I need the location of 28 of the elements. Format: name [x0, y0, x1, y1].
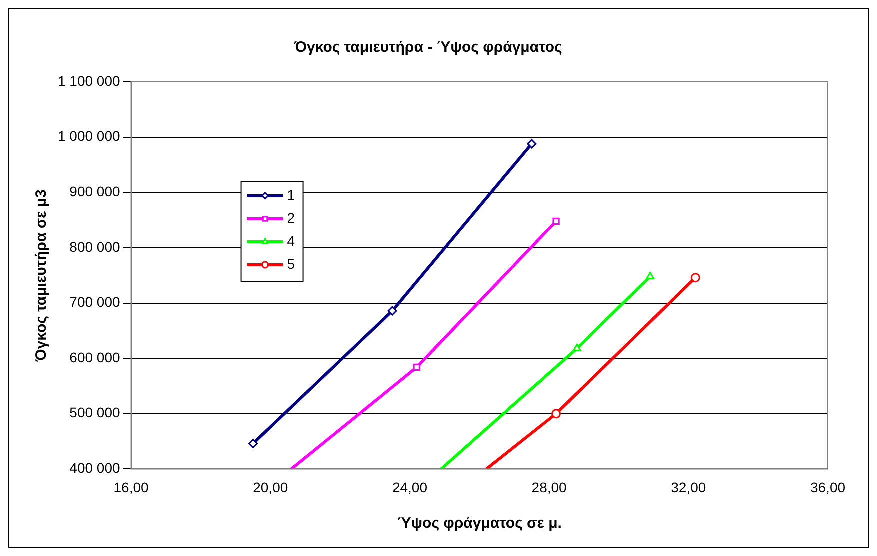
y-tick-label: 400 000	[70, 460, 120, 476]
point	[552, 218, 560, 225]
y-tick-label: 800 000	[70, 238, 120, 255]
x-axis-title: Ύψος φράγματος σε μ.	[397, 515, 562, 532]
y-tick-label: 900 000	[70, 183, 120, 200]
y-tick-label: 600 000	[70, 349, 120, 366]
point	[413, 364, 421, 371]
legend-label: 2	[287, 210, 296, 226]
y-tick-label: 700 000	[70, 294, 120, 310]
point	[388, 306, 398, 316]
x-tick-label: 24,00	[392, 479, 428, 496]
legend-label: 5	[287, 256, 296, 272]
chart-title: Όγκος ταμιευτήρα - Ύψος φράγματος	[294, 39, 563, 56]
point	[527, 139, 537, 149]
x-tick-label: 32,00	[671, 479, 706, 496]
x-tick-label: 36,00	[810, 479, 846, 496]
y-tick-label: 500 000	[70, 404, 120, 421]
x-tick-label: 16,00	[114, 479, 150, 496]
point	[248, 439, 258, 449]
x-tick-label: 20,00	[253, 479, 288, 496]
y-tick-label: 1 100 000	[58, 72, 120, 89]
point	[690, 273, 700, 283]
legend-label: 4	[287, 232, 296, 249]
legend-label: 1	[287, 186, 296, 203]
y-axis-title: Όγκος ταμιευτήρα σε μ3	[33, 190, 50, 363]
y-tick-label: 1 000 000	[58, 128, 120, 144]
point	[552, 409, 562, 419]
x-tick-label: 28,00	[532, 479, 568, 496]
